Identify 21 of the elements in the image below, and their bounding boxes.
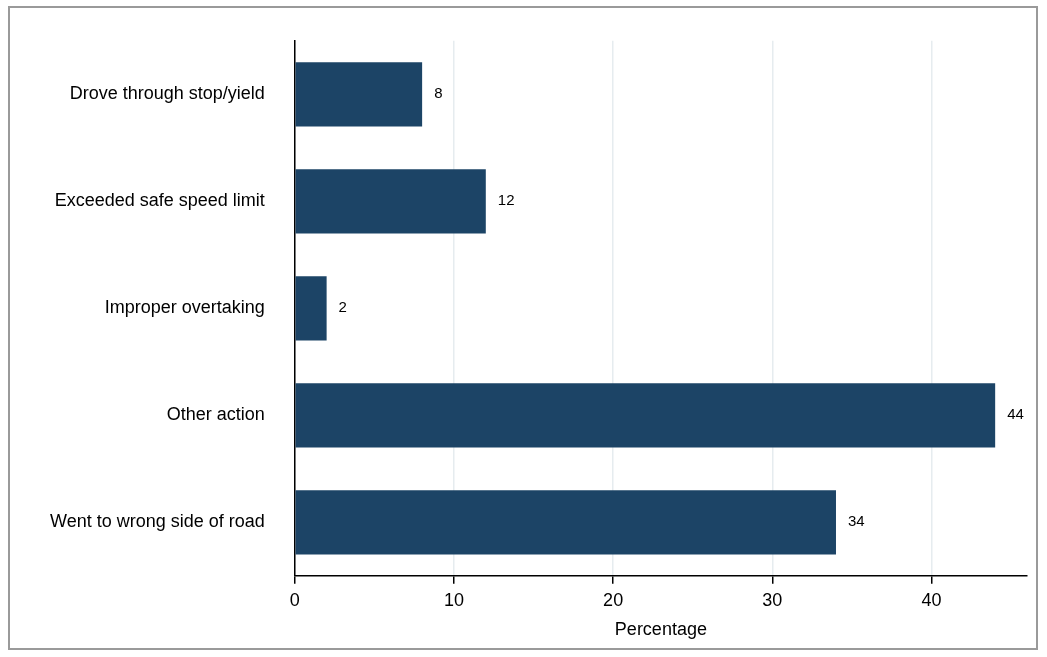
data-label: 12: [497, 191, 515, 209]
data-label: 8: [434, 84, 443, 102]
x-tick-label: 30: [762, 589, 783, 610]
x-tick-label: 0: [289, 589, 300, 610]
data-label: 2: [338, 298, 347, 316]
x-tick-label: 20: [603, 589, 624, 610]
bar: [295, 62, 423, 127]
x-tick-label: 40: [921, 589, 942, 610]
data-label: 34: [847, 512, 865, 530]
x-axis-title: Percentage: [614, 619, 707, 640]
y-tick-label: Drove through stop/yield: [69, 83, 265, 104]
bar: [295, 490, 836, 555]
bar: [295, 383, 996, 448]
y-tick-label: Improper overtaking: [104, 297, 265, 318]
y-tick-label: Went to wrong side of road: [49, 511, 265, 532]
x-tick-label: 10: [443, 589, 464, 610]
data-label: 44: [1007, 405, 1024, 423]
y-tick-label: Exceeded safe speed limit: [54, 190, 265, 211]
y-tick-label: Other action: [166, 404, 265, 425]
bar: [295, 169, 486, 234]
bar: [295, 276, 327, 341]
